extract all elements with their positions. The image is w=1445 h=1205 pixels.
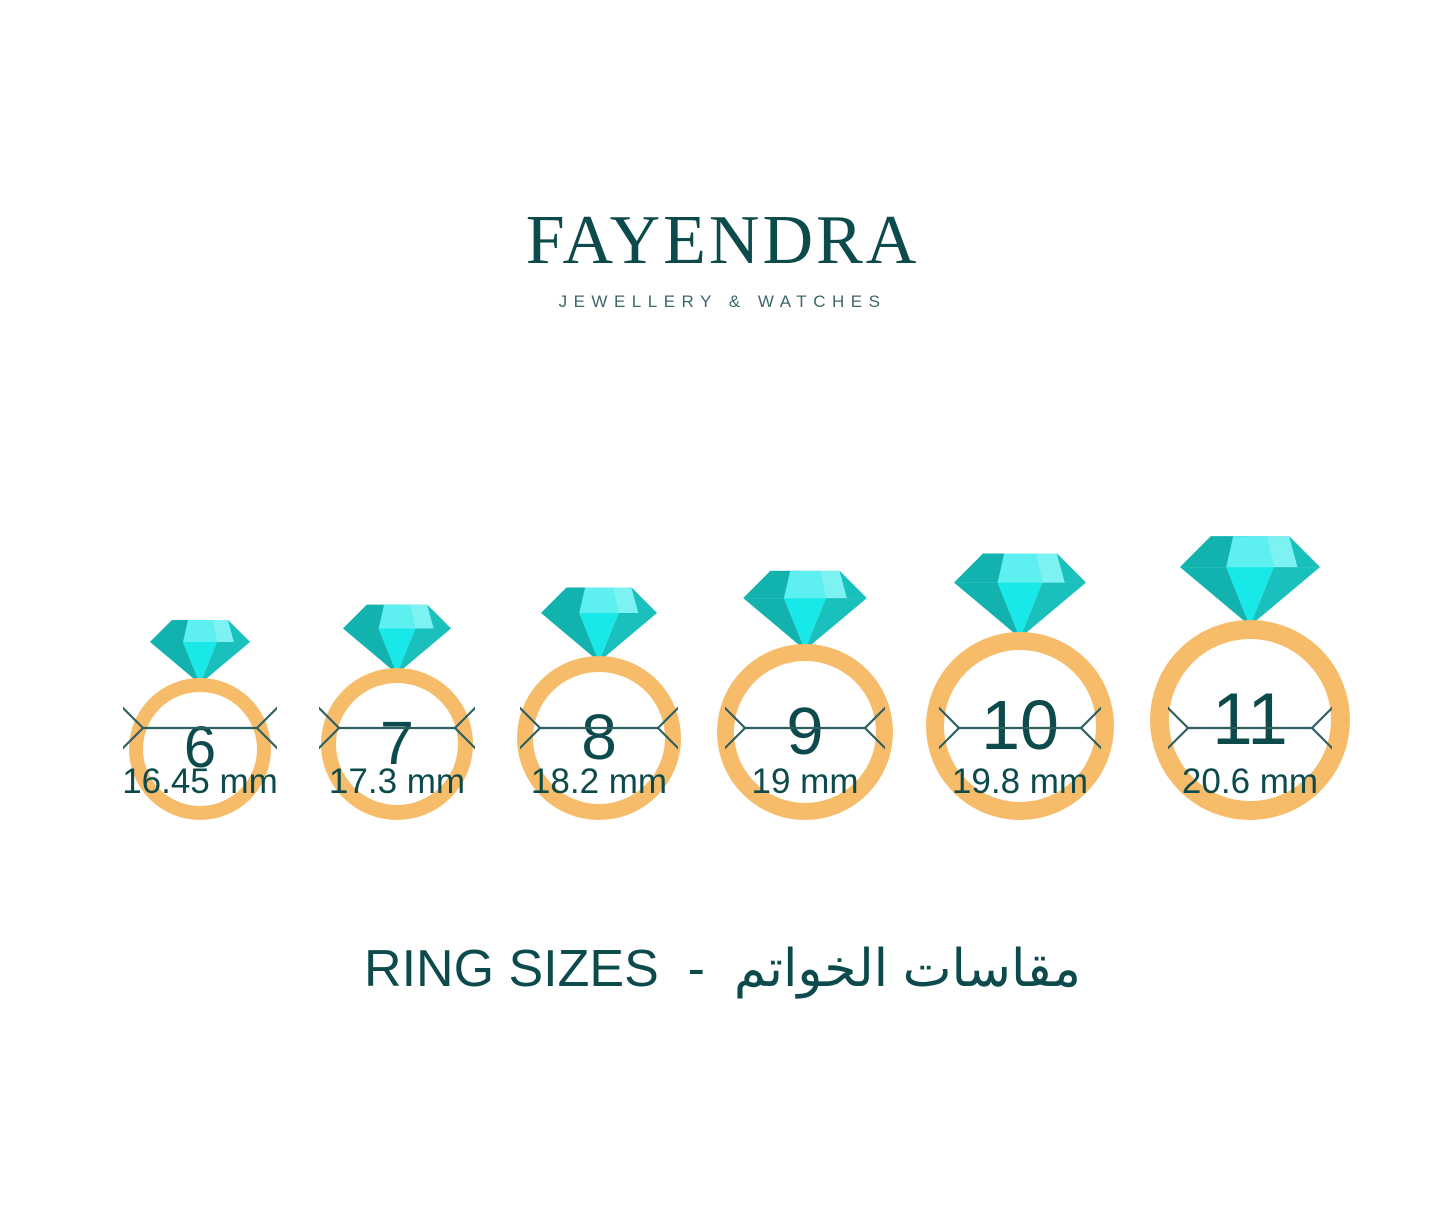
ring-size-number: 9 [786,693,824,769]
dimension-arrow-icon [1168,706,1332,750]
diamond-gem-icon [343,604,451,674]
diameter-label: 19.8 mm [951,762,1089,801]
brand-logo: FAYENDRA JEWELLERY & WATCHES [0,202,1445,311]
brand-tagline: JEWELLERY & WATCHES [558,292,887,311]
dimension-arrow-icon [725,706,885,750]
dimension-arrow [123,705,277,751]
ring-size-number: 10 [981,686,1059,764]
dimension-arrow-icon [939,706,1101,750]
ring-size-number: 7 [380,708,414,777]
dimension-arrow [319,705,475,751]
diameter-label: 20.6 mm [1181,762,1319,801]
diamond-gem-icon [743,570,867,650]
page-title: RING SIZES - مقاسات الخواتم [364,940,1081,998]
dimension-arrow [725,705,885,751]
dimension-arrow-icon [319,706,475,750]
dimension-arrow [520,705,678,751]
dimension-lines [0,705,1445,765]
diameter-label: 16.45 mm [122,762,278,801]
diamond-gem-icon [541,587,657,662]
dimension-arrow-icon [123,706,277,750]
dimension-arrow [939,705,1101,751]
diamond-gem-icon [150,620,250,684]
ring-size-number: 11 [1212,678,1288,760]
diamond-gem-icon [954,553,1086,638]
dimension-arrow [1168,705,1332,751]
diameter-label: 17.3 mm [328,762,466,801]
diameter-labels: 16.45 mm 17.3 mm 18.2 mm 19 mm 19.8 mm 20.6 m… [0,762,1445,822]
diamond-gem-icon [1180,536,1320,626]
ring-illustrations: 6 7 [0,440,1445,820]
diameter-label: 19 mm [751,762,859,801]
ring-size-number: 8 [581,701,617,773]
dimension-arrow-icon [520,706,678,750]
diameter-label: 18.2 mm [530,762,668,801]
brand-name: FAYENDRA [525,202,920,279]
